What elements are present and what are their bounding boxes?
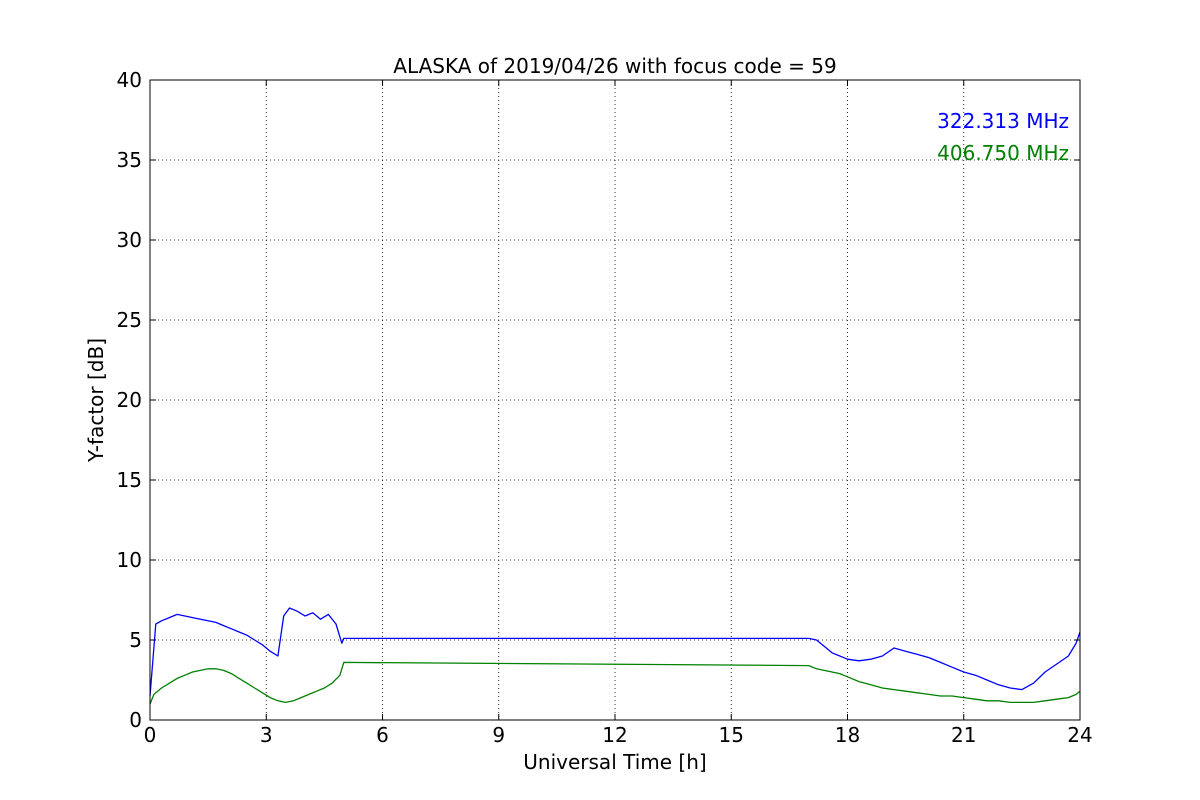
x-tick-label: 9 (492, 723, 505, 747)
ticks: 0 3 6 9 12 15 18 21 24 0 5 10 15 20 25 30 35 40 (117, 68, 1093, 747)
y-tick-label: 20 (117, 388, 142, 412)
y-tick-label: 0 (129, 708, 142, 732)
series-layer (149, 607, 1081, 705)
series-line-2 (149, 661, 1081, 705)
legend: 322.313 MHz 406.750 MHz (937, 109, 1069, 165)
x-axis-label: Universal Time [h] (523, 750, 706, 774)
chart-title: ALASKA of 2019/04/26 with focus code = 5… (393, 54, 836, 78)
y-tick-label: 15 (117, 468, 142, 492)
y-tick-label: 25 (117, 308, 142, 332)
x-tick-label: 3 (260, 723, 273, 747)
x-tick-label: 0 (144, 723, 157, 747)
y-tick-label: 5 (129, 628, 142, 652)
x-tick-label: 21 (951, 723, 976, 747)
legend-entry-2: 406.750 MHz (937, 141, 1069, 165)
y-tick-label: 10 (117, 548, 142, 572)
y-tick-label: 35 (117, 148, 142, 172)
x-tick-label: 24 (1067, 723, 1092, 747)
y-tick-label: 40 (117, 68, 142, 92)
x-tick-label: 12 (602, 723, 627, 747)
legend-entry-1: 322.313 MHz (937, 109, 1069, 133)
x-tick-label: 6 (376, 723, 389, 747)
x-tick-label: 18 (835, 723, 860, 747)
x-tick-label: 15 (719, 723, 744, 747)
y-axis-label: Y-factor [dB] (84, 338, 108, 463)
y-tick-label: 30 (117, 228, 142, 252)
plot-frame (149, 79, 1081, 721)
series-line-1 (149, 607, 1081, 697)
grid (150, 80, 1080, 720)
